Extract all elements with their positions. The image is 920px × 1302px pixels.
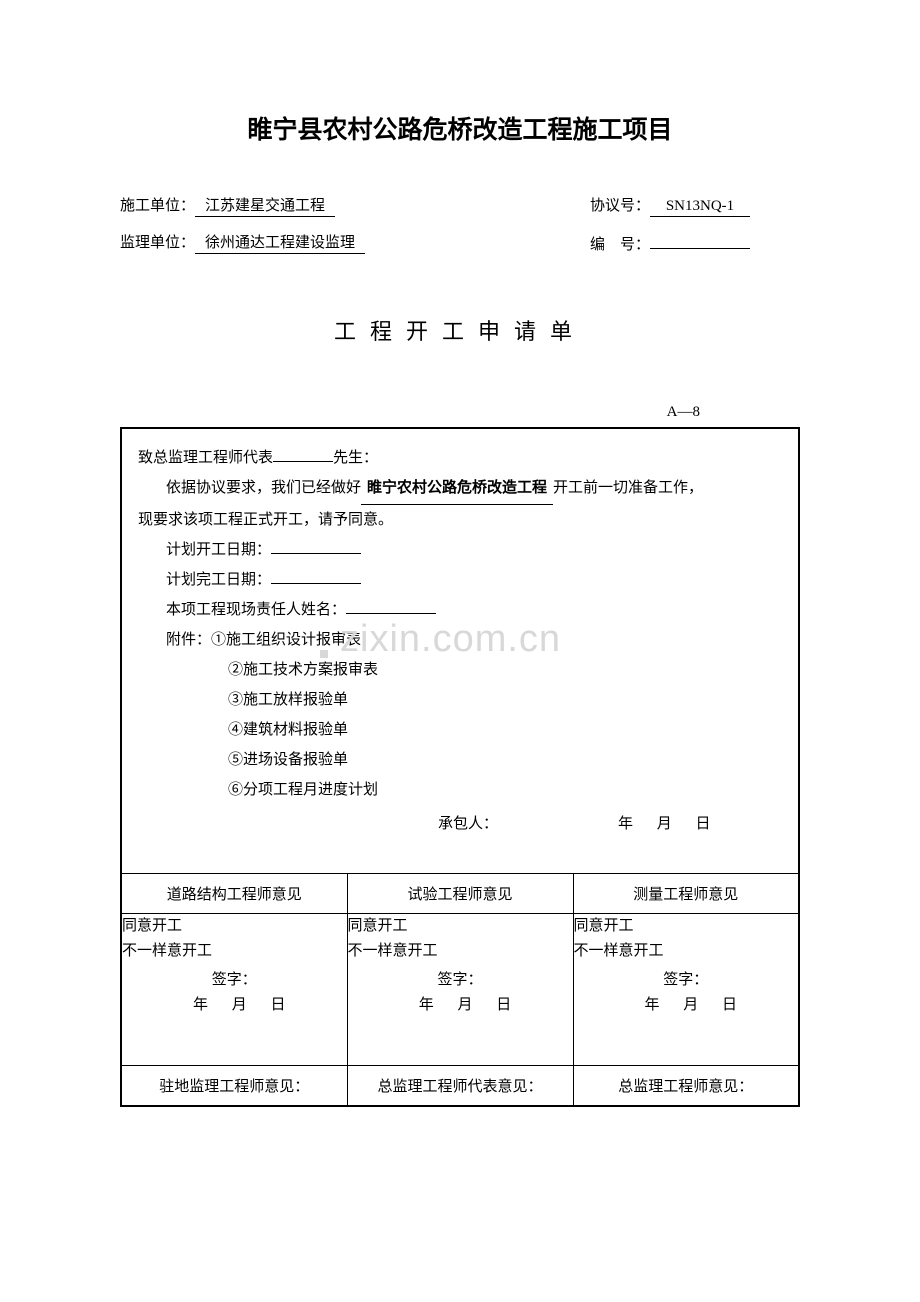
col3-header: 测量工程师意见 <box>573 874 799 914</box>
opinion-cell-2: 同意开工 不一样意开工 签字： 年 月 日 <box>347 914 573 1066</box>
line1-post: 开工前一切准备工作， <box>553 480 703 496</box>
op3-sign: 签字： <box>574 968 799 989</box>
op2-agree: 同意开工 <box>348 914 573 935</box>
bottom3: 总监理工程师意见： <box>573 1066 799 1106</box>
supervisor-value: 徐州通达工程建设监理 <box>195 231 365 254</box>
manager-label: 本项工程现场责任人姓名： <box>166 602 346 618</box>
op1-agree: 同意开工 <box>122 914 347 935</box>
line1-pre: 依据协议要求，我们已经做好 <box>166 480 361 496</box>
agreement-field: 协议号： SN13NQ-1 <box>590 194 750 217</box>
plan-end-label: 计划完工日期： <box>166 572 271 588</box>
form-code: A—8 <box>120 404 800 421</box>
serial-value <box>650 231 750 249</box>
top-section: 致总监理工程师代表 先生： 依据协议要求，我们已经做好睢宁农村公路危桥改造工程开工… <box>122 429 798 873</box>
agreement-label: 协议号： <box>590 194 650 215</box>
contractor-label: 承包人： <box>438 809 498 839</box>
greeting-line: 致总监理工程师代表 先生： <box>138 443 782 473</box>
op1-date: 年 月 日 <box>122 993 347 1014</box>
greeting-post: 先生： <box>333 450 378 466</box>
attach1: ①施工组织设计报审表 <box>211 632 361 648</box>
plan-start-blank <box>271 536 361 554</box>
bottom2: 总监理工程师代表意见： <box>347 1066 573 1106</box>
plan-start-line: 计划开工日期： <box>138 535 782 565</box>
op3-disagree: 不一样意开工 <box>574 939 799 960</box>
manager-blank <box>346 596 436 614</box>
body-line1: 依据协议要求，我们已经做好睢宁农村公路危桥改造工程开工前一切准备工作， <box>138 473 782 505</box>
plan-end-line: 计划完工日期： <box>138 565 782 595</box>
op1-sign: 签字： <box>122 968 347 989</box>
attach5: ⑤进场设备报验单 <box>138 745 782 775</box>
info-row-2: 监理单位： 徐州通达工程建设监理 编 号： <box>120 231 800 254</box>
contractor-date: 年 月 日 <box>618 809 721 839</box>
body-line2: 现要求该项工程正式开工，请予同意。 <box>138 505 782 535</box>
main-form-table: 致总监理工程师代表 先生： 依据协议要求，我们已经做好睢宁农村公路危桥改造工程开工… <box>120 427 800 1107</box>
info-row-1: 施工单位： 江苏建星交通工程 协议号： SN13NQ-1 <box>120 194 800 217</box>
bottom-header-row: 驻地监理工程师意见： 总监理工程师代表意见： 总监理工程师意见： <box>121 1066 799 1106</box>
opinion-header-row: 道路结构工程师意见 试验工程师意见 测量工程师意见 <box>121 874 799 914</box>
agreement-value: SN13NQ-1 <box>650 198 750 217</box>
constructor-field: 施工单位： 江苏建星交通工程 <box>120 194 335 217</box>
info-section: 施工单位： 江苏建星交通工程 协议号： SN13NQ-1 监理单位： 徐州通达工… <box>120 194 800 254</box>
document-title: 睢宁县农村公路危桥改造工程施工项目 <box>120 110 800 146</box>
op3-agree: 同意开工 <box>574 914 799 935</box>
op2-date: 年 月 日 <box>348 993 573 1014</box>
attach-line1: 附件：①施工组织设计报审表 <box>138 625 782 655</box>
page-container: 睢宁县农村公路危桥改造工程施工项目 施工单位： 江苏建星交通工程 协议号： SN… <box>0 0 920 1107</box>
op2-disagree: 不一样意开工 <box>348 939 573 960</box>
op1-disagree: 不一样意开工 <box>122 939 347 960</box>
attach-label: 附件： <box>166 632 211 648</box>
col2-header: 试验工程师意见 <box>347 874 573 914</box>
constructor-label: 施工单位： <box>120 194 195 215</box>
serial-label: 编 号： <box>590 233 650 254</box>
form-subtitle: 工程开工申请单 <box>120 314 800 346</box>
constructor-value: 江苏建星交通工程 <box>195 194 335 217</box>
opinion-cell-1: 同意开工 不一样意开工 签字： 年 月 日 <box>121 914 347 1066</box>
attach3: ③施工放样报验单 <box>138 685 782 715</box>
op2-sign: 签字： <box>348 968 573 989</box>
plan-end-blank <box>271 566 361 584</box>
col1-header: 道路结构工程师意见 <box>121 874 347 914</box>
plan-start-label: 计划开工日期： <box>166 542 271 558</box>
opinion-cell-3: 同意开工 不一样意开工 签字： 年 月 日 <box>573 914 799 1066</box>
op3-date: 年 月 日 <box>574 993 799 1014</box>
top-section-row: 致总监理工程师代表 先生： 依据协议要求，我们已经做好睢宁农村公路危桥改造工程开工… <box>121 428 799 874</box>
supervisor-label: 监理单位： <box>120 231 195 252</box>
attach6: ⑥分项工程月进度计划 <box>138 775 782 805</box>
greeting-blank <box>273 444 333 462</box>
serial-field: 编 号： <box>590 231 750 254</box>
bottom1: 驻地监理工程师意见： <box>121 1066 347 1106</box>
opinion-body-row: 同意开工 不一样意开工 签字： 年 月 日 同意开工 不一样意开工 签字： 年 … <box>121 914 799 1066</box>
manager-line: 本项工程现场责任人姓名： <box>138 595 782 625</box>
greeting-pre: 致总监理工程师代表 <box>138 450 273 466</box>
supervisor-field: 监理单位： 徐州通达工程建设监理 <box>120 231 365 254</box>
attach2: ②施工技术方案报审表 <box>138 655 782 685</box>
contractor-line: 承包人： 年 月 日 <box>138 809 782 839</box>
top-section-cell: 致总监理工程师代表 先生： 依据协议要求，我们已经做好睢宁农村公路危桥改造工程开工… <box>121 428 799 874</box>
attach4: ④建筑材料报验单 <box>138 715 782 745</box>
project-name: 睢宁农村公路危桥改造工程 <box>361 473 553 505</box>
